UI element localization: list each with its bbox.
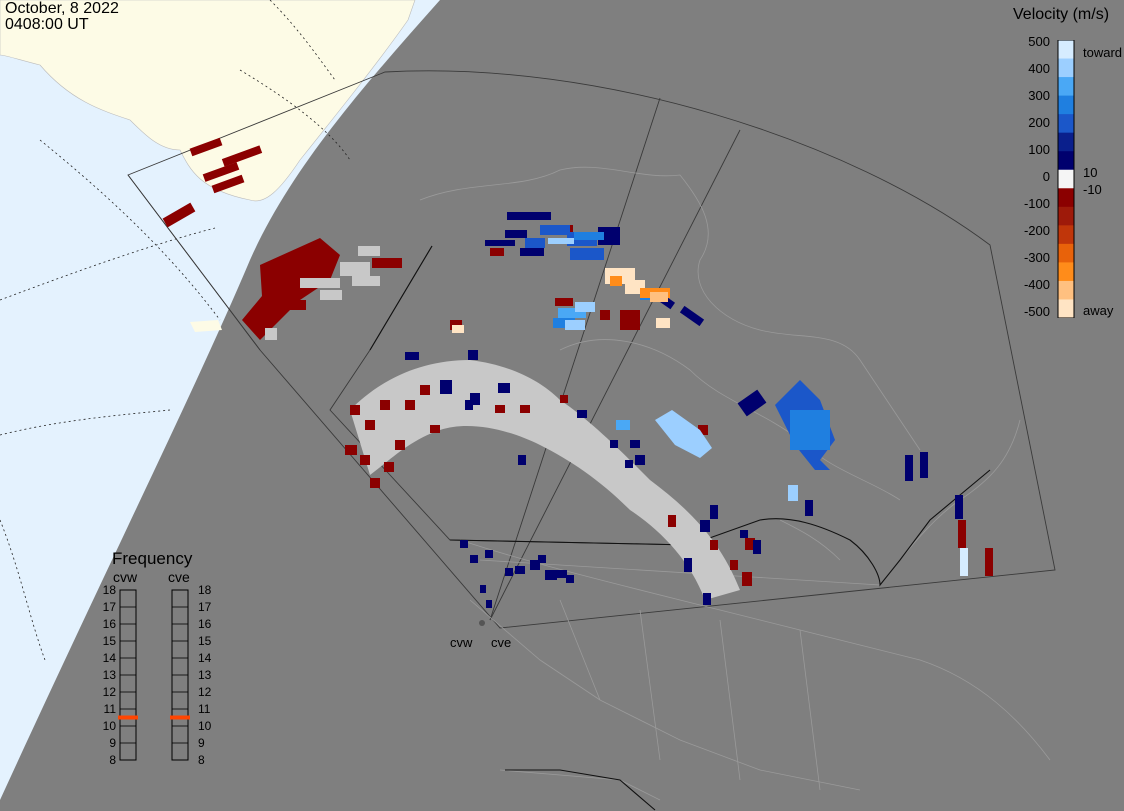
colorbar-segment (1058, 169, 1074, 189)
time-label: 0408:00 UT (5, 16, 89, 33)
freq-radar-label-cvw: cvw (113, 569, 138, 585)
frequency-tick-label: 13 (198, 668, 212, 682)
colorbar-inner-label-pos: 10 (1083, 165, 1098, 180)
frequency-tick-label: 16 (198, 617, 212, 631)
colorbar-segment (1058, 280, 1074, 300)
frequency-marker (118, 715, 138, 720)
colorbar-segment (1058, 58, 1074, 78)
colorbar-inner-label-neg: -10 (1083, 182, 1102, 197)
velocity-colorbar (1057, 40, 1075, 318)
colorbar-tick-label: 100 (1028, 142, 1050, 157)
graticule (0, 0, 351, 661)
borders (369, 245, 991, 811)
colorbar-tick-label: -100 (1023, 196, 1050, 211)
frequency-tick-label: 15 (198, 634, 212, 648)
colorbar-segment (1058, 132, 1074, 152)
frequency-tick-label: 12 (103, 685, 117, 699)
colorbar-frame (1057, 40, 1075, 318)
frequency-tick-label: 10 (103, 719, 117, 733)
frequency-tick-label: 9 (109, 736, 116, 750)
frequency-tick-label: 14 (198, 651, 212, 665)
frequency-tick-label: 18 (198, 583, 212, 597)
frequency-tick-label: 8 (198, 753, 205, 767)
frequency-title: Frequency (112, 549, 193, 568)
colorbar-segment (1058, 299, 1074, 318)
frequency-tick-label: 16 (103, 617, 117, 631)
frequency-tick-label: 9 (198, 736, 205, 750)
frequency-tick-label: 14 (103, 651, 117, 665)
frequency-tick-label: 13 (103, 668, 117, 682)
colorbar-segment (1058, 225, 1074, 245)
colorbar-segment (1058, 40, 1074, 60)
frequency-marker (170, 715, 190, 720)
colorbar-tick-label: 500 (1028, 34, 1050, 49)
frequency-tick-label: 18 (103, 583, 117, 597)
siberia-landmass (0, 0, 416, 202)
frequency-tick-label: 12 (198, 685, 212, 699)
colorbar-tick-label: 300 (1028, 88, 1050, 103)
coastlines (419, 166, 1051, 801)
frequency-tick-label: 11 (198, 702, 211, 716)
colorbar-segment (1058, 77, 1074, 97)
colorbar-toward-label: toward (1083, 45, 1123, 60)
colorbar-tick-label: -300 (1023, 250, 1050, 265)
colorbar-tick-label: -500 (1023, 304, 1050, 319)
colorbar-tick-label: -200 (1023, 223, 1050, 238)
colorbar-segment (1058, 243, 1074, 263)
alaska-tip (190, 320, 222, 332)
frequency-tick-label: 10 (198, 719, 212, 733)
frequency-panel: 18 18 17 17 16 16 15 15 14 14 13 13 12 12 11 11 10 10 9 9 8 8 (103, 583, 212, 767)
frequency-tick-label: 8 (109, 753, 116, 767)
station-label-cve: cve (491, 635, 512, 650)
colorbar-tick-label: 200 (1028, 115, 1050, 130)
colorbar-segment (1058, 114, 1074, 134)
colorbar-tick-label: 400 (1028, 61, 1050, 76)
colorbar-segment (1058, 206, 1074, 226)
frequency-tick-label: 15 (103, 634, 117, 648)
station-label-cvw: cvw (450, 635, 473, 650)
frequency-tick-label: 17 (103, 600, 117, 614)
colorbar-title: Velocity (m/s) (1013, 6, 1110, 23)
colorbar-away-label: away (1083, 303, 1114, 318)
radar-site-marker (479, 620, 485, 626)
colorbar-segment (1058, 151, 1074, 171)
colorbar-tick-label: 0 (1042, 169, 1050, 184)
scatter-cells (162, 137, 993, 608)
colorbar-tick-label: -400 (1023, 277, 1050, 292)
colorbar-segment (1058, 95, 1074, 115)
frequency-tick-label: 17 (198, 600, 212, 614)
colorbar-segment (1058, 188, 1074, 208)
colorbar-segment (1058, 262, 1074, 282)
date-label: October, 8 2022 (5, 0, 119, 17)
freq-radar-label-cve: cve (168, 569, 190, 585)
frequency-tick-label: 11 (104, 702, 117, 716)
ground-scatter-arc (350, 360, 740, 600)
